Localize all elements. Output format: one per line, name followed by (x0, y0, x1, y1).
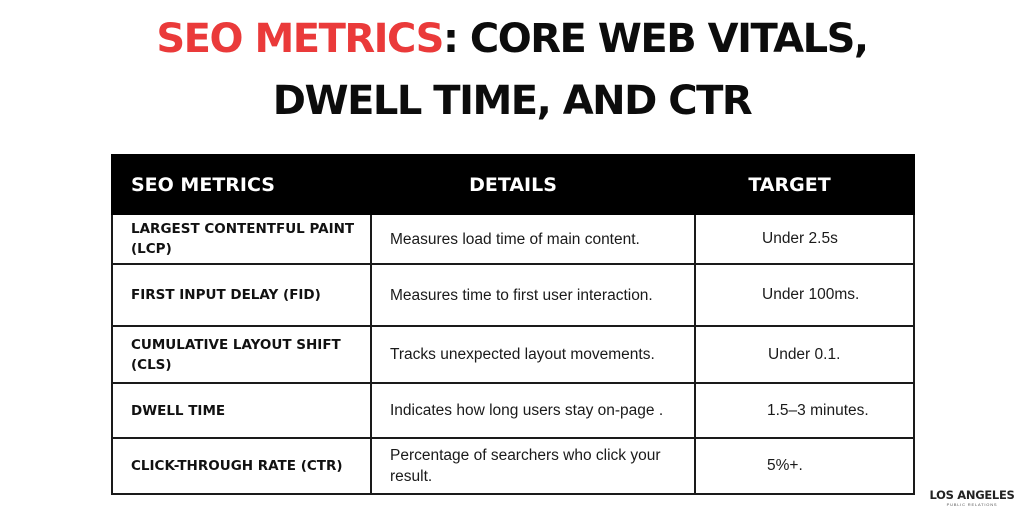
table-row: DWELL TIME Indicates how long users stay… (111, 382, 915, 439)
table-row: CLICK-THROUGH RATE (CTR) Percentage of s… (111, 437, 915, 495)
metric-cell: DWELL TIME (111, 382, 372, 439)
table-row: FIRST INPUT DELAY (FID) Measures time to… (111, 263, 915, 327)
target-cell: Under 2.5s (694, 213, 915, 265)
logo-main-text: LOS ANGELES (929, 488, 1015, 502)
target-cell: Under 0.1. (694, 325, 915, 384)
title-accent: SEO METRICS (156, 16, 444, 62)
detail-cell: Measures time to first user interaction. (370, 263, 696, 327)
target-cell: Under 100ms. (694, 263, 915, 327)
metric-cell: FIRST INPUT DELAY (FID) (111, 263, 372, 327)
los-angeles-pr-logo: LOS ANGELES PUBLIC RELATIONS (926, 488, 1018, 508)
page-title-line-2: DWELL TIME, AND CTR (272, 78, 753, 124)
target-cell: 5%+. (694, 437, 915, 495)
metric-cell: CUMULATIVE LAYOUT SHIFT (CLS) (111, 325, 372, 384)
seo-metrics-table: SEO METRICS DETAILS TARGET LARGEST CONTE… (111, 154, 915, 495)
metric-cell: CLICK-THROUGH RATE (CTR) (111, 437, 372, 495)
logo-sub-text: PUBLIC RELATIONS (946, 502, 998, 507)
table-row: CUMULATIVE LAYOUT SHIFT (CLS) Tracks une… (111, 325, 915, 384)
detail-cell: Percentage of searchers who click your r… (370, 437, 696, 495)
detail-cell: Tracks unexpected layout movements. (370, 325, 696, 384)
title-line-1-rest: : CORE WEB VITALS, (442, 16, 869, 62)
detail-cell: Indicates how long users stay on-page . (370, 382, 696, 439)
header-details: DETAILS (370, 154, 696, 215)
metric-cell: LARGEST CONTENTFUL PAINT (LCP) (111, 213, 372, 265)
header-target: TARGET (694, 154, 915, 215)
page-title-line-1: SEO METRICS: CORE WEB VITALS, (0, 16, 1024, 62)
header-seo-metrics: SEO METRICS (111, 154, 372, 215)
target-cell: 1.5–3 minutes. (694, 382, 915, 439)
detail-cell: Measures load time of main content. (370, 213, 696, 265)
table-header-row: SEO METRICS DETAILS TARGET (111, 154, 915, 215)
table-row: LARGEST CONTENTFUL PAINT (LCP) Measures … (111, 213, 915, 265)
